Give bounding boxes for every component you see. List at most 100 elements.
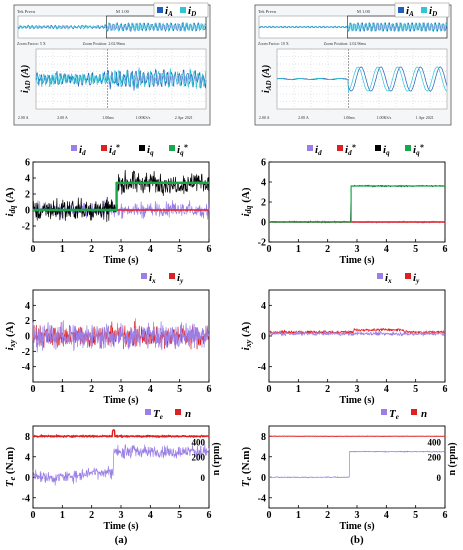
scope-overview-iD <box>258 21 448 33</box>
scope-info-left: Zoom Factor: 5 X <box>17 41 46 46</box>
x-tick-label: 2 <box>89 244 94 255</box>
y-tick-label: -2 <box>22 347 30 358</box>
legend-label-iD: iD <box>429 5 437 18</box>
scope-overview-iD <box>17 21 207 33</box>
series-iq-ref <box>269 185 445 223</box>
x-tick-label: 0 <box>31 510 36 521</box>
y-tick-label: 6 <box>25 158 30 169</box>
x-tick-label: 2 <box>89 510 94 521</box>
x-tick-label: 5 <box>177 244 182 255</box>
series-n <box>32 429 210 439</box>
y2-tick-label: 0 <box>437 473 442 483</box>
plot-area <box>268 289 446 383</box>
y2-axis-label: n (rpm) <box>447 442 458 475</box>
legend-swatch-iq* <box>169 145 175 151</box>
plot-area <box>32 161 210 243</box>
y-axis-label: Te (N.m) <box>4 447 17 488</box>
x-tick-label: 2 <box>325 384 330 395</box>
x-tick-label: 0 <box>267 244 272 255</box>
chart-ixy-a: 0 1 2 3 4 5 6 -4 -2 0 2 4 Time (s) ixy (A) ix iy <box>4 272 212 406</box>
x-tick-label: 1 <box>60 384 65 395</box>
legend-label-iq: iq <box>147 144 154 157</box>
scope-info-mid: Zoom Position: 2.02.96ms <box>83 41 126 46</box>
scope-footer-0: 2.00 A <box>18 115 29 120</box>
legend-label-id*: id* <box>345 143 357 157</box>
y-axis-label: ixy (A) <box>240 321 253 350</box>
scope-trace-iD <box>276 66 448 92</box>
scope-header-mid: M 1.00 <box>357 9 371 14</box>
legend: Te n <box>381 408 427 421</box>
scope-footer-1: 2.00 A <box>57 115 68 120</box>
legend-swatch-iq <box>375 145 381 151</box>
scope-ylabel: iAD (A) <box>261 65 273 93</box>
legend-swatch-iA <box>157 7 163 13</box>
scope-header-mid: M 1.00 <box>116 9 130 14</box>
y-axis-label: ixy (A) <box>4 321 17 350</box>
y2-tick-label: 0 <box>201 473 206 483</box>
legend-swatch-iy <box>169 273 175 279</box>
y-tick-label: 0 <box>25 332 30 343</box>
x-tick-label: 3 <box>355 244 360 255</box>
series-iy <box>268 327 445 335</box>
x-tick-label: 1 <box>60 510 65 521</box>
x-tick-label: 3 <box>119 510 124 521</box>
y-tick-label: 4 <box>261 301 266 312</box>
x-axis-label: Time (s) <box>103 521 138 532</box>
x-tick-label: 1 <box>296 244 301 255</box>
legend-swatch-Te <box>381 409 387 415</box>
y-tick-label: -4 <box>22 362 30 373</box>
scope-info-left: Zoom Factor: 10 X <box>258 41 289 46</box>
series-ix <box>268 330 446 337</box>
x-tick-label: 4 <box>384 384 389 395</box>
x-tick-label: 0 <box>31 384 36 395</box>
legend-swatch-id* <box>337 145 343 151</box>
y-tick-label: 6 <box>261 158 266 169</box>
legend-swatch-iy <box>405 273 411 279</box>
legend: Te n <box>145 408 191 421</box>
y-tick-label: 0 <box>25 473 30 484</box>
legend: ix iy <box>377 272 420 285</box>
scope-trace-iD <box>35 67 207 89</box>
legend-swatch-n <box>411 409 417 415</box>
series-Te <box>268 450 445 479</box>
scope-header-left: Tek Prevu <box>17 9 36 14</box>
legend-swatch-iD <box>421 7 427 13</box>
x-tick-label: 0 <box>267 384 272 395</box>
scope-footer-4: 2 Apr 2021 <box>175 115 193 120</box>
panel-label-b: (b) <box>350 534 364 546</box>
legend: id id* iq iq* <box>307 143 425 157</box>
legend: ix iy <box>141 272 184 285</box>
series-n <box>268 435 446 437</box>
legend-swatch-id <box>71 145 77 151</box>
legend-swatch-iq <box>139 145 145 151</box>
legend-swatch-ix <box>141 273 147 279</box>
x-tick-label: 2 <box>325 244 330 255</box>
x-tick-label: 4 <box>384 244 389 255</box>
x-tick-label: 5 <box>413 384 418 395</box>
y-tick-label: 0 <box>25 206 30 217</box>
y-tick-label: 4 <box>25 301 30 312</box>
y2-tick-label: 200 <box>192 452 206 462</box>
legend-label-iA: iA <box>406 5 414 18</box>
series-Te <box>32 443 210 486</box>
legend-label-id: id <box>315 144 322 157</box>
x-tick-label: 6 <box>207 244 212 255</box>
x-tick-label: 5 <box>177 510 182 521</box>
legend-label-ix: ix <box>149 272 156 285</box>
x-tick-label: 3 <box>355 510 360 521</box>
series-id <box>32 200 210 220</box>
series-ix <box>32 318 210 353</box>
scope-footer-3: 1.00KS/s <box>377 115 392 120</box>
legend-label-iD: iD <box>188 5 196 18</box>
x-tick-label: 2 <box>325 510 330 521</box>
x-tick-label: 6 <box>443 384 448 395</box>
y2-tick-label: 200 <box>428 452 442 462</box>
y-tick-label: -4 <box>22 493 30 504</box>
x-axis-label: Time (s) <box>339 521 374 532</box>
x-axis-label: Time (s) <box>103 395 138 406</box>
y-tick-label: 0 <box>261 218 266 229</box>
y-tick-label: -2 <box>258 238 266 249</box>
y2-tick-label: 400 <box>192 437 206 447</box>
